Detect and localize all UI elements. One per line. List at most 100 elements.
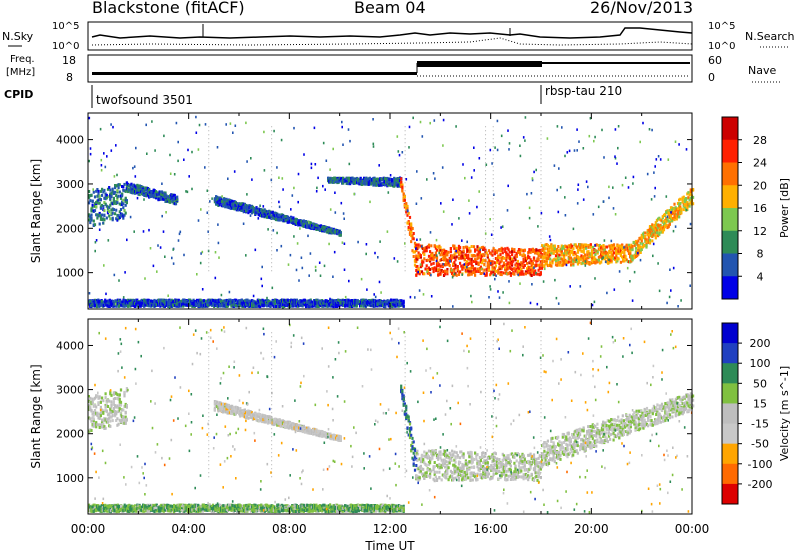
power-cell <box>619 260 622 264</box>
power-cell <box>582 256 585 260</box>
power-cell <box>116 195 119 199</box>
power-cell <box>665 223 668 227</box>
power-cell <box>675 213 678 217</box>
power-cell <box>654 234 657 238</box>
power-cell <box>606 291 608 295</box>
power-cell <box>575 258 577 262</box>
power-cell <box>507 248 510 252</box>
power-cell <box>604 254 607 258</box>
power-cell <box>457 256 461 260</box>
power-cell <box>104 202 107 206</box>
power-cell <box>347 128 350 131</box>
power-cell <box>509 272 512 276</box>
power-cell <box>631 256 634 260</box>
power-cell <box>642 121 644 125</box>
power-cell <box>548 255 551 258</box>
power-cell <box>155 190 158 194</box>
power-cell <box>193 301 196 305</box>
power-cell <box>617 251 620 255</box>
power-cell <box>478 269 481 273</box>
power-cell <box>459 246 462 250</box>
power-cell <box>384 300 387 304</box>
power-cell <box>667 158 670 161</box>
power-cell <box>310 162 313 166</box>
power-cell <box>116 183 119 187</box>
power-cell <box>671 217 674 221</box>
power-cell <box>426 245 429 249</box>
power-cell <box>261 208 264 212</box>
power-cell <box>611 244 614 248</box>
power-cell <box>654 228 657 232</box>
power-cell <box>341 300 344 304</box>
power-cell <box>505 251 508 255</box>
power-cell <box>661 220 664 224</box>
power-cell <box>167 195 171 199</box>
power-cell <box>350 305 354 308</box>
power-cell <box>169 299 172 303</box>
power-cell <box>608 244 611 248</box>
power-cell <box>247 207 250 211</box>
power-cell <box>494 257 497 260</box>
power-cell <box>308 305 311 309</box>
power-cell <box>645 240 648 243</box>
power-cell <box>183 253 185 257</box>
power-cell <box>568 256 571 260</box>
power-cell <box>614 256 617 260</box>
power-cell <box>219 196 222 200</box>
power-cell <box>486 265 489 269</box>
power-cell <box>685 197 688 200</box>
power-cell <box>405 210 408 214</box>
power-cell <box>568 244 571 248</box>
power-cell <box>108 186 111 189</box>
power-cell <box>561 263 565 267</box>
power-cell <box>490 271 493 275</box>
power-cell <box>129 302 132 305</box>
power-cell <box>138 304 141 308</box>
power-cell <box>402 196 405 200</box>
power-cell <box>377 300 380 304</box>
power-cell <box>245 121 247 125</box>
power-cell <box>301 299 304 303</box>
power-cell <box>483 247 486 251</box>
power-cell <box>464 265 467 269</box>
power-cell <box>184 302 187 306</box>
power-cell <box>364 298 367 302</box>
power-cell <box>604 256 607 260</box>
power-cell <box>650 227 653 231</box>
power-cell <box>545 257 548 261</box>
power-cell <box>578 245 581 249</box>
power-cell <box>531 283 533 286</box>
power-cell <box>373 181 376 185</box>
power-cell <box>111 202 114 206</box>
power-cell <box>435 255 439 259</box>
power-cell <box>231 199 234 203</box>
power-cell <box>557 255 560 259</box>
power-cell <box>96 302 99 306</box>
power-cell <box>430 244 433 248</box>
power-cell <box>489 218 491 221</box>
power-cell <box>464 253 467 257</box>
power-cell <box>353 178 355 182</box>
power-cell <box>158 197 161 201</box>
power-cell <box>629 247 632 251</box>
power-cell <box>252 302 255 306</box>
power-cell <box>439 271 442 275</box>
power-cell <box>461 254 464 258</box>
power-cell <box>444 272 447 276</box>
power-cell <box>415 254 418 258</box>
power-cell <box>542 248 545 252</box>
power-cell <box>603 239 606 242</box>
power-cell <box>133 301 137 305</box>
power-cell <box>552 258 555 262</box>
power-cell <box>144 277 146 280</box>
cpid-mode-2: rbsp-tau 210 <box>545 84 622 98</box>
power-cell <box>146 152 148 155</box>
power-cell <box>398 183 402 187</box>
power-cell <box>298 301 301 305</box>
power-cell <box>550 264 553 268</box>
power-cell <box>424 267 427 271</box>
power-cell <box>453 256 456 259</box>
power-cell <box>495 274 497 277</box>
power-cell <box>89 303 92 307</box>
power-cell <box>553 257 556 261</box>
